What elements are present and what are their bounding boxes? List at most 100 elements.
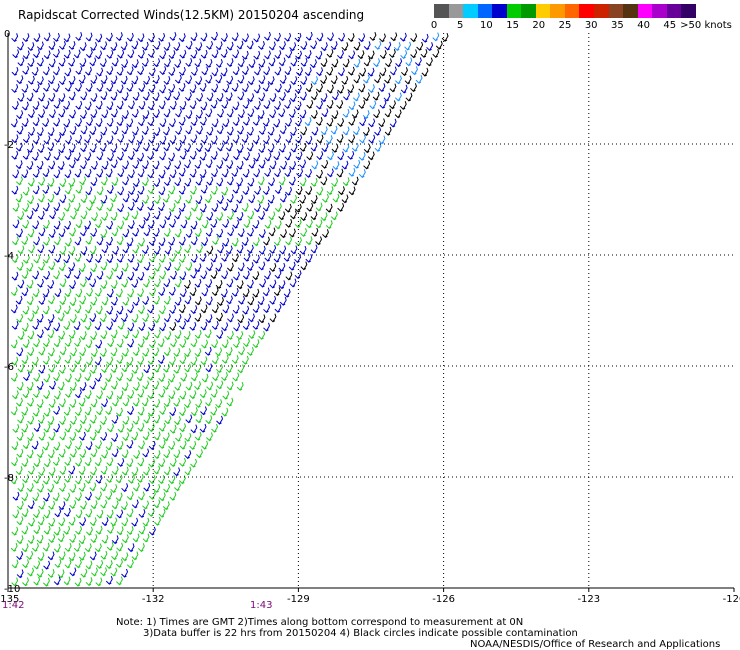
wind-barb [341,194,349,204]
wind-barb [89,143,97,153]
wind-barb [106,457,114,467]
wind-barb [164,161,172,171]
wind-barb [159,406,167,416]
wind-barb [36,399,44,409]
wind-barb [196,244,203,254]
wind-barb [195,414,203,424]
wind-barb [241,203,249,213]
wind-barb [305,219,313,229]
wind-barb [110,329,118,339]
wind-barb [127,169,135,179]
wind-barb [242,288,250,298]
wind-barb [231,237,239,247]
wind-barb [178,254,186,264]
wind-barb [169,458,177,468]
wind-barb [47,416,55,426]
wind-barb [299,91,307,101]
wind-barb [43,458,51,468]
wind-barb [75,82,82,92]
wind-barb [153,41,161,51]
wind-barb [121,110,129,120]
wind-barb [85,66,92,76]
wind-barb [185,58,193,68]
wind-barb [137,66,145,76]
wind-barb [168,118,176,128]
wind-barb [216,228,224,238]
wind-barb [158,254,166,264]
wind-barb [31,440,39,450]
wind-barb [284,66,292,76]
wind-barb [359,117,367,127]
wind-barb [236,144,244,154]
wind-barb [48,534,56,544]
wind-barb [254,186,261,196]
wind-barb [253,203,261,213]
wind-barb [185,414,193,424]
wind-barb [17,331,25,341]
wind-barb [184,432,192,442]
wind-barb [106,254,114,264]
wind-barb [184,466,192,476]
wind-barb [137,168,145,178]
wind-barb [16,125,24,135]
legend-swatch [637,4,653,18]
wind-barb [96,168,104,178]
wind-barb [184,363,192,373]
wind-barb [138,322,146,332]
wind-barb [201,373,209,383]
wind-barb [127,49,135,59]
wind-barb [12,202,20,212]
wind-barb [168,390,176,400]
wind-barb [159,270,167,280]
wind-barb [80,246,88,256]
wind-barb [263,66,271,76]
wind-barb [374,74,381,84]
wind-barb [268,177,275,187]
wind-barb [163,42,171,52]
wind-barb [247,76,255,86]
wind-barb [278,143,286,153]
wind-barb [53,475,61,485]
wind-barb [37,415,45,425]
wind-barb [90,109,98,119]
wind-barb [220,49,228,59]
legend-swatch [666,4,682,18]
wind-barb [21,508,29,518]
y-tick-label: -10 [4,584,20,595]
wind-barb [84,372,92,382]
wind-barb [73,270,81,280]
wind-barb [195,143,203,153]
wind-barb [432,49,440,59]
x-tick-label: -123 [577,594,600,605]
wind-barb [158,458,166,468]
legend-swatch [463,4,478,18]
wind-barb [47,127,55,137]
wind-barb [27,500,35,510]
wind-barb [105,32,113,42]
wind-barb [138,237,145,247]
wind-barb [79,227,87,237]
wind-barb [233,322,241,332]
wind-barb [159,118,167,128]
wind-barb [232,219,240,229]
wind-barb [163,483,171,493]
wind-barb [200,304,208,314]
wind-barb [48,431,56,441]
wind-barb [304,50,312,60]
wind-barb [32,389,40,399]
wind-barb [158,100,166,110]
wind-barb [110,567,118,577]
wind-barb [148,84,156,94]
wind-barb [285,186,293,196]
wind-barb [315,219,323,229]
wind-barb [22,50,30,60]
wind-barb [11,526,19,536]
wind-barb [205,194,212,204]
wind-barb [48,295,55,305]
wind-barb [84,457,92,467]
wind-barb [211,168,218,178]
wind-barb [152,142,160,152]
wind-barb [33,423,41,433]
wind-barb [342,177,350,187]
wind-barb [26,262,34,272]
